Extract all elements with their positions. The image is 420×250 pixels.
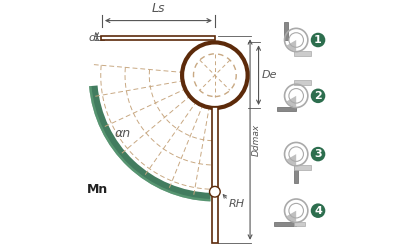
Bar [294, 164, 298, 183]
Text: 3: 3 [314, 149, 322, 159]
Text: Ls: Ls [152, 2, 165, 15]
Bar [294, 80, 311, 85]
Text: 2: 2 [314, 91, 322, 101]
Wedge shape [287, 96, 296, 107]
Wedge shape [287, 211, 296, 222]
Bar [212, 107, 218, 243]
Wedge shape [89, 86, 211, 201]
Text: De: De [262, 70, 277, 80]
Text: Mn: Mn [87, 183, 108, 196]
Circle shape [285, 143, 307, 165]
Circle shape [285, 85, 307, 107]
Circle shape [210, 186, 220, 197]
Bar [294, 165, 311, 170]
Bar [277, 107, 296, 112]
Circle shape [311, 88, 326, 103]
Text: RH: RH [228, 199, 244, 209]
Wedge shape [89, 86, 210, 201]
Text: 4: 4 [314, 206, 322, 216]
Circle shape [311, 147, 326, 162]
Text: d: d [88, 33, 95, 43]
Circle shape [285, 29, 307, 51]
Wedge shape [287, 40, 296, 51]
Bar [101, 36, 215, 40]
Wedge shape [287, 154, 296, 165]
Text: 1: 1 [314, 35, 322, 45]
Circle shape [311, 33, 326, 47]
Text: αn: αn [115, 127, 131, 140]
Circle shape [183, 43, 247, 108]
Bar [273, 222, 296, 226]
Bar [284, 22, 289, 40]
Circle shape [311, 204, 326, 218]
Bar [294, 222, 305, 226]
Text: Ddmax: Ddmax [252, 124, 260, 156]
Bar [294, 51, 311, 56]
Circle shape [285, 200, 307, 222]
